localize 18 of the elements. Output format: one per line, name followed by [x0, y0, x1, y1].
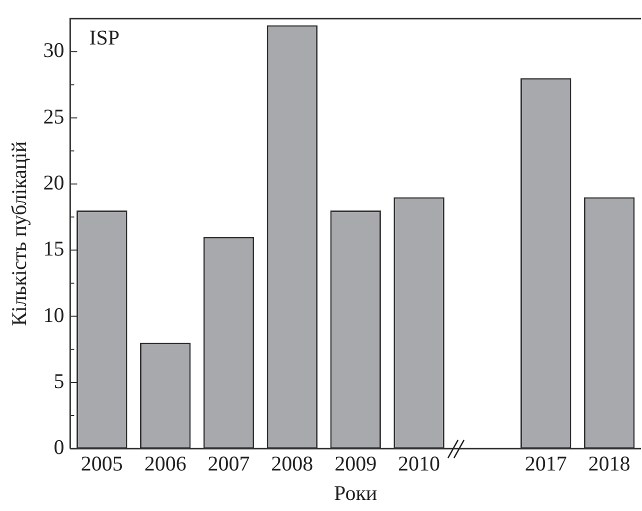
- x-tick-label: 2009: [334, 452, 377, 476]
- y-tick-label: 25: [43, 104, 64, 128]
- x-tick-label: 2005: [80, 452, 123, 476]
- y-tick-label: 10: [43, 302, 64, 327]
- y-axis-title: Кількість публікацій: [7, 141, 32, 326]
- x-tick-label: 2008: [271, 452, 314, 476]
- y-tick-label: 15: [43, 236, 64, 261]
- x-tick-label: 2018: [588, 452, 630, 476]
- y-tick-label: 5: [54, 368, 64, 393]
- x-tick-label: 2017: [524, 452, 567, 476]
- x-tick-label: 2010: [398, 452, 440, 476]
- annotation: ISP: [89, 26, 120, 50]
- y-tick-label: 0: [54, 435, 64, 460]
- y-tick-label: 30: [43, 38, 64, 62]
- y-tick-label: 20: [43, 170, 64, 194]
- x-tick-label: 2007: [208, 452, 250, 476]
- x-tick-label: 2006: [144, 452, 186, 476]
- x-axis-title: Роки: [334, 480, 378, 505]
